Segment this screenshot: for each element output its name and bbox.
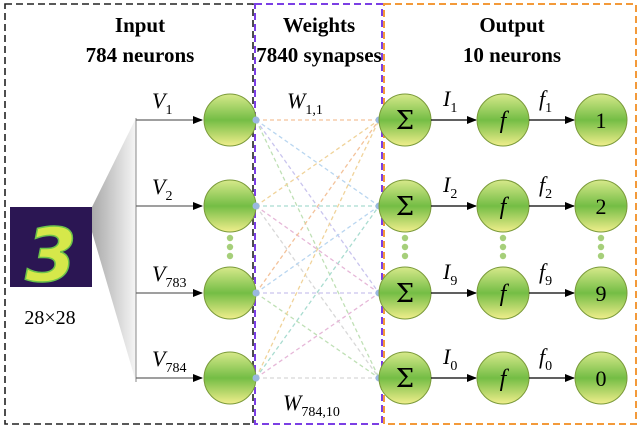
input-title: Input [115,13,165,37]
image-fan [92,118,136,382]
ellipsis-dot [226,252,234,260]
mnist-digit-image: 3 [10,207,92,300]
activation-symbol: f [500,194,510,220]
input-voltage-label: V2 [152,174,172,204]
output-neuron [574,179,628,233]
synapse-port [252,374,260,382]
ellipsis-dot [401,234,409,242]
output-row: Σ I1 f f1 1 [375,86,628,147]
weights-section-box [254,3,383,425]
weight-label-last: W784,10 [283,390,340,420]
output-neuron [574,93,628,147]
current-label: I9 [442,259,457,289]
weights-title: Weights [283,13,355,37]
sum-symbol: Σ [396,192,414,222]
input-voltage-label: V1 [152,88,172,118]
ellipsis-dot [401,243,409,251]
input-voltage-label: V783 [152,261,186,291]
synapse-line [255,292,380,379]
output-class-label: 1 [596,108,607,133]
activation-label: f9 [539,259,552,289]
activation-symbol: f [500,281,510,307]
input-neuron [203,179,257,233]
current-label: I1 [442,86,457,116]
ellipsis-dot [597,243,605,251]
current-label: I0 [442,344,457,374]
input-row: V1 [136,88,260,147]
activation-label: f0 [539,344,552,374]
activation-label: f2 [539,172,552,202]
synapse-port [252,289,260,297]
synapse-lines [255,119,380,379]
weights-count: 7840 synapses [256,43,381,67]
sum-symbol: Σ [396,106,414,136]
input-row: V2 [136,174,260,233]
ellipsis-dots [226,234,605,260]
output-row: Σ I2 f f2 2 [375,172,628,233]
ellipsis-dot [499,234,507,242]
ellipsis-dot [226,243,234,251]
activation-symbol: f [500,366,510,392]
image-size-label: 28×28 [24,307,75,329]
weight-label-first: W1,1 [287,88,323,118]
synapse-line [255,205,380,379]
output-class-label: 2 [596,194,607,219]
synapse-port [252,202,260,210]
svg-text:W784,10: W784,10 [283,390,340,420]
input-row: V783 [136,261,260,320]
synapse-line [255,119,380,294]
ellipsis-dot [499,252,507,260]
output-class-label: 9 [596,281,607,306]
ellipsis-dot [597,252,605,260]
input-row: V784 [136,346,260,405]
input-voltage-label: V784 [152,346,186,376]
input-neuron [203,93,257,147]
sum-symbol: Σ [396,279,414,309]
activation-symbol: f [500,108,510,134]
output-class-label: 0 [596,366,607,391]
ellipsis-dot [226,234,234,242]
output-title: Output [479,13,544,37]
synapse-port [252,116,260,124]
input-neuron [203,351,257,405]
input-count: 784 neurons [86,43,195,67]
digit-glyph: 3 [25,213,77,299]
ellipsis-dot [499,243,507,251]
output-row: Σ I9 f f9 9 [375,259,628,320]
input-neuron [203,266,257,320]
current-label: I2 [442,172,457,202]
synapse-line [255,292,380,379]
svg-text:W1,1: W1,1 [287,88,323,118]
ellipsis-dot [401,252,409,260]
sum-symbol: Σ [396,364,414,394]
output-count: 10 neurons [463,43,561,67]
activation-label: f1 [539,86,552,116]
synapse-line [255,119,380,379]
output-neuron [574,351,628,405]
output-row: Σ I0 f f0 0 [375,344,628,405]
ellipsis-dot [597,234,605,242]
output-neuron [574,266,628,320]
